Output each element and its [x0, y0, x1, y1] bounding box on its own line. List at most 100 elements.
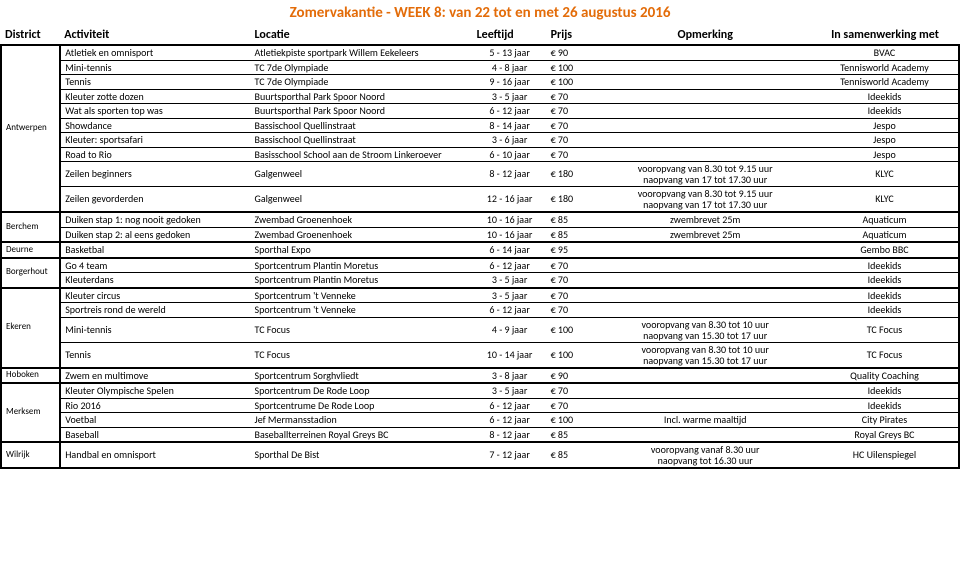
partner-cell: Jespo [811, 118, 959, 133]
age-cell: 4 - 9 jaar [473, 317, 547, 342]
price-cell: € 85 [547, 442, 600, 468]
price-cell: € 100 [547, 317, 600, 342]
location-cell: Sporthal Expo [251, 242, 473, 258]
table-row: Wat als sporten top wasBuurtsporthal Par… [1, 104, 959, 119]
header-row: District Activiteit Locatie Leeftijd Pri… [1, 26, 959, 45]
age-cell: 6 - 14 jaar [473, 242, 547, 258]
table-row: Road to RioBasisschool School aan de Str… [1, 147, 959, 162]
table-row: VoetbalJef Mermansstadion6 - 12 jaar€ 10… [1, 413, 959, 428]
district-cell: Borgerhout [1, 258, 60, 288]
district-cell: Wilrijk [1, 442, 60, 468]
remark-cell [599, 104, 810, 119]
location-cell: TC 7de Olympiade [251, 75, 473, 90]
price-cell: € 85 [547, 427, 600, 442]
table-row: BerchemDuiken stap 1: nog nooit gedokenZ… [1, 212, 959, 227]
location-cell: Basisschool School aan de Stroom Linkero… [251, 147, 473, 162]
remark-cell: vooropvang van 8.30 tot 10 uur naopvang … [599, 317, 810, 342]
price-cell: € 100 [547, 75, 600, 90]
remark-cell [599, 147, 810, 162]
activity-cell: Voetbal [60, 413, 250, 428]
age-cell: 3 - 5 jaar [473, 383, 547, 398]
activity-cell: Basketbal [60, 242, 250, 258]
district-cell: Berchem [1, 212, 60, 242]
table-row: Zeilen gevorderdenGalgenweel12 - 16 jaar… [1, 187, 959, 213]
activity-cell: Zeilen beginners [60, 162, 250, 187]
activity-cell: Road to Rio [60, 147, 250, 162]
district-cell: Ekeren [1, 288, 60, 368]
activity-cell: Kleuter circus [60, 288, 250, 303]
header-age: Leeftijd [473, 26, 547, 45]
price-cell: € 70 [547, 383, 600, 398]
partner-cell: Jespo [811, 133, 959, 148]
age-cell: 10 - 14 jaar [473, 342, 547, 368]
age-cell: 6 - 12 jaar [473, 413, 547, 428]
price-cell: € 70 [547, 104, 600, 119]
partner-cell: BVAC [811, 45, 959, 60]
price-cell: € 70 [547, 118, 600, 133]
price-cell: € 180 [547, 162, 600, 187]
remark-cell [599, 383, 810, 398]
remark-cell [599, 258, 810, 273]
remark-cell [599, 133, 810, 148]
remark-cell [599, 303, 810, 318]
table-row: TennisTC Focus10 - 14 jaar€ 100vooropvan… [1, 342, 959, 368]
age-cell: 6 - 12 jaar [473, 398, 547, 413]
remark-cell [599, 118, 810, 133]
partner-cell: HC Uilenspiegel [811, 442, 959, 468]
location-cell: Bassischool Quellinstraat [251, 118, 473, 133]
location-cell: Buurtsporthal Park Spoor Noord [251, 104, 473, 119]
age-cell: 10 - 16 jaar [473, 212, 547, 227]
table-row: MerksemKleuter Olympische SpelenSportcen… [1, 383, 959, 398]
location-cell: Bassischool Quellinstraat [251, 133, 473, 148]
location-cell: Atletiekpiste sportpark Willem Eekeleers [251, 45, 473, 60]
price-cell: € 70 [547, 133, 600, 148]
remark-cell: zwembrevet 25m [599, 212, 810, 227]
header-price: Prijs [547, 26, 600, 45]
price-cell: € 70 [547, 258, 600, 273]
remark-cell: vooropvang vanaf 8.30 uur naopvang tot 1… [599, 442, 810, 468]
header-district: District [1, 26, 60, 45]
price-cell: € 100 [547, 60, 600, 75]
remark-cell [599, 89, 810, 104]
location-cell: Sportcentrume De Rode Loop [251, 398, 473, 413]
partner-cell: Ideekids [811, 273, 959, 288]
district-cell: Deurne [1, 242, 60, 258]
age-cell: 6 - 12 jaar [473, 258, 547, 273]
partner-cell: Quality Coaching [811, 368, 959, 384]
location-cell: Sporthal De Bist [251, 442, 473, 468]
activity-cell: Baseball [60, 427, 250, 442]
location-cell: TC 7de Olympiade [251, 60, 473, 75]
age-cell: 5 - 13 jaar [473, 45, 547, 60]
table-row: AntwerpenAtletiek en omnisportAtletiekpi… [1, 45, 959, 60]
activity-cell: Showdance [60, 118, 250, 133]
location-cell: Baseballterreinen Royal Greys BC [251, 427, 473, 442]
partner-cell: City Pirates [811, 413, 959, 428]
location-cell: Sportcentrum Plantin Moretus [251, 258, 473, 273]
table-row: Sportreis rond de wereldSportcentrum 't … [1, 303, 959, 318]
location-cell: Galgenweel [251, 162, 473, 187]
price-cell: € 90 [547, 368, 600, 384]
age-cell: 12 - 16 jaar [473, 187, 547, 213]
activity-cell: Zeilen gevorderden [60, 187, 250, 213]
table-row: BorgerhoutGo 4 teamSportcentrum Plantin … [1, 258, 959, 273]
price-cell: € 70 [547, 89, 600, 104]
header-activity: Activiteit [60, 26, 250, 45]
activity-cell: Atletiek en omnisport [60, 45, 250, 60]
table-row: Duiken stap 2: al eens gedokenZwembad Gr… [1, 227, 959, 242]
age-cell: 6 - 12 jaar [473, 104, 547, 119]
partner-cell: Ideekids [811, 258, 959, 273]
location-cell: Sportcentrum 't Venneke [251, 288, 473, 303]
price-cell: € 95 [547, 242, 600, 258]
remark-cell [599, 60, 810, 75]
partner-cell: Ideekids [811, 288, 959, 303]
remark-cell [599, 398, 810, 413]
remark-cell: zwembrevet 25m [599, 227, 810, 242]
remark-cell: vooropvang van 8.30 tot 10 uur naopvang … [599, 342, 810, 368]
price-cell: € 70 [547, 288, 600, 303]
age-cell: 8 - 12 jaar [473, 427, 547, 442]
location-cell: Sportcentrum De Rode Loop [251, 383, 473, 398]
age-cell: 4 - 8 jaar [473, 60, 547, 75]
price-cell: € 100 [547, 413, 600, 428]
partner-cell: Tennisworld Academy [811, 60, 959, 75]
location-cell: Galgenweel [251, 187, 473, 213]
